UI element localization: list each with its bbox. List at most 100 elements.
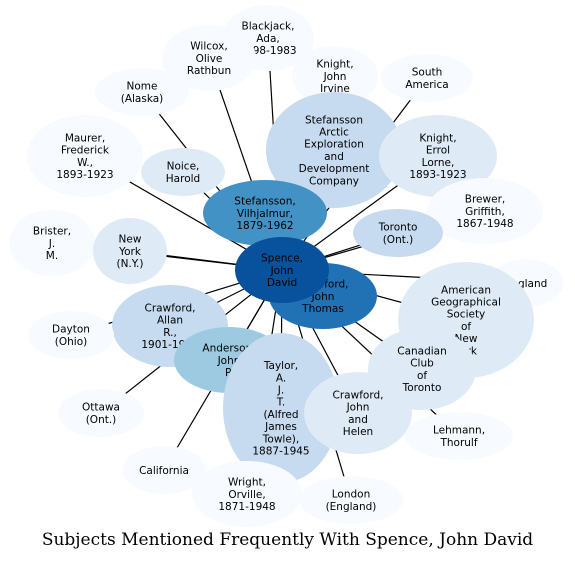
node-label-line: Ada, [256,33,279,45]
node-label-line: 1879-1962 [236,220,293,232]
node-label-line: John [311,291,335,303]
node-ellipse [28,311,114,359]
node-label-line: Toronto [378,222,418,234]
node-label-line: London [332,489,371,501]
node-label-line: New [119,234,142,246]
node-label-line: 1867-1948 [456,218,513,230]
node-ellipse [427,178,543,244]
node-ellipse [122,446,206,494]
node-label-line: Knight, [419,133,456,145]
node-label-line: Dayton [52,324,90,336]
node-ellipse [9,210,95,276]
node-label-line: (Ohio) [55,336,87,348]
node-toronto[interactable]: Toronto(Ont.) [353,209,443,257]
node-label-line: Brister, [33,226,71,238]
node-label-line: California [139,465,189,477]
node-label-line: Lehmann, [433,425,485,437]
node-label-line: Errol [426,145,450,157]
node-ellipse [299,476,403,524]
node-label-line: Helen [343,426,373,438]
node-label-line: 1893-1923 [409,169,466,181]
node-label-line: Vilhjalmur, [237,208,293,220]
node-label-line: America [405,79,448,91]
node-label-line: A. [276,372,286,384]
node-noice[interactable]: Noice,Harold [141,148,225,196]
node-label-line: (N.Y.) [116,258,143,270]
diagram-title: Subjects Mentioned Frequently With Spenc… [41,530,534,550]
node-ellipse [304,372,412,454]
node-ellipse [405,412,513,460]
node-wright[interactable]: Wright,Orville,1871-1948 [192,461,302,527]
node-label-line: Wright, [228,477,266,489]
node-label-line: 1887-1945 [252,446,309,458]
node-label-line: Development [299,163,370,175]
node-label-line: Orville, [228,489,265,501]
node-label-line: American [441,284,491,296]
node-label-line: Irvine [320,83,350,95]
node-layer: Blackjack,Ada,1898-1983Wilcox,OliveRathb… [9,5,563,527]
node-lehmann[interactable]: Lehmann,Thorulf [405,412,513,460]
node-stefansson-company[interactable]: StefanssonArcticExplorationandDevelopmen… [266,92,402,208]
node-ellipse [223,333,339,483]
node-ellipse [95,68,189,116]
node-taylor[interactable]: Taylor,A.J.T.(AlfredJamesTowle),1887-194… [223,333,339,483]
node-nome[interactable]: Nome(Alaska) [95,68,189,116]
node-label-line: Rathbun [187,65,231,77]
node-label-line: Harold [166,173,200,185]
node-label-line: W., [77,157,93,169]
node-label-line: Society [447,309,486,321]
node-label-line: M. [46,250,58,262]
node-ottawa[interactable]: Ottawa(Ont.) [58,389,144,437]
node-ellipse [27,115,143,197]
node-label-line: Taylor, [263,360,298,372]
node-label-line: Stefansson [305,114,363,126]
node-label-line: Crawford, [145,303,196,315]
node-label-line: Frederick [61,145,110,157]
node-label-line: Spence, [261,253,303,265]
node-label-line: Lorne, [422,157,455,169]
node-dayton[interactable]: Dayton(Ohio) [28,311,114,359]
node-california[interactable]: California [122,446,206,494]
node-label-line: Toronto [402,382,442,394]
node-label-line: Griffith, [465,206,505,218]
node-label-line: David [267,277,297,289]
node-label-line: P. [225,367,233,379]
node-label-line: Geographical [431,297,501,309]
node-stefansson-v[interactable]: Stefansson,Vilhjalmur,1879-1962 [203,180,327,246]
node-label-line: Company [309,175,359,187]
node-ellipse [58,389,144,437]
node-label-line: Nome [127,81,158,93]
node-ellipse [141,148,225,196]
node-label-line: Blackjack, [242,21,295,33]
node-brewer[interactable]: Brewer,Griffith,1867-1948 [427,178,543,244]
node-label-line: York [118,246,142,258]
node-ellipse [192,461,302,527]
node-ellipse [203,180,327,246]
node-label-line: Arctic [319,127,349,139]
node-label-line: 1893-1923 [56,169,113,181]
node-label-line: Canadian [397,346,447,358]
node-label-line: Ottawa [82,402,120,414]
node-label-line: South [412,67,443,79]
node-london[interactable]: London(England) [299,476,403,524]
node-brister[interactable]: Brister,J.M. [9,210,95,276]
node-label-line: J. [277,385,284,397]
node-label-line: Towle), [262,433,299,445]
node-label-line: (Alaska) [121,93,164,105]
node-label-line: (England) [326,501,377,513]
node-ellipse [379,115,497,197]
node-ellipse [235,237,329,303]
node-label-line: Olive [196,53,223,65]
node-label-line: Exploration [304,139,364,151]
node-label-line: Noice, [167,161,200,173]
node-label-line: R., [163,327,177,339]
